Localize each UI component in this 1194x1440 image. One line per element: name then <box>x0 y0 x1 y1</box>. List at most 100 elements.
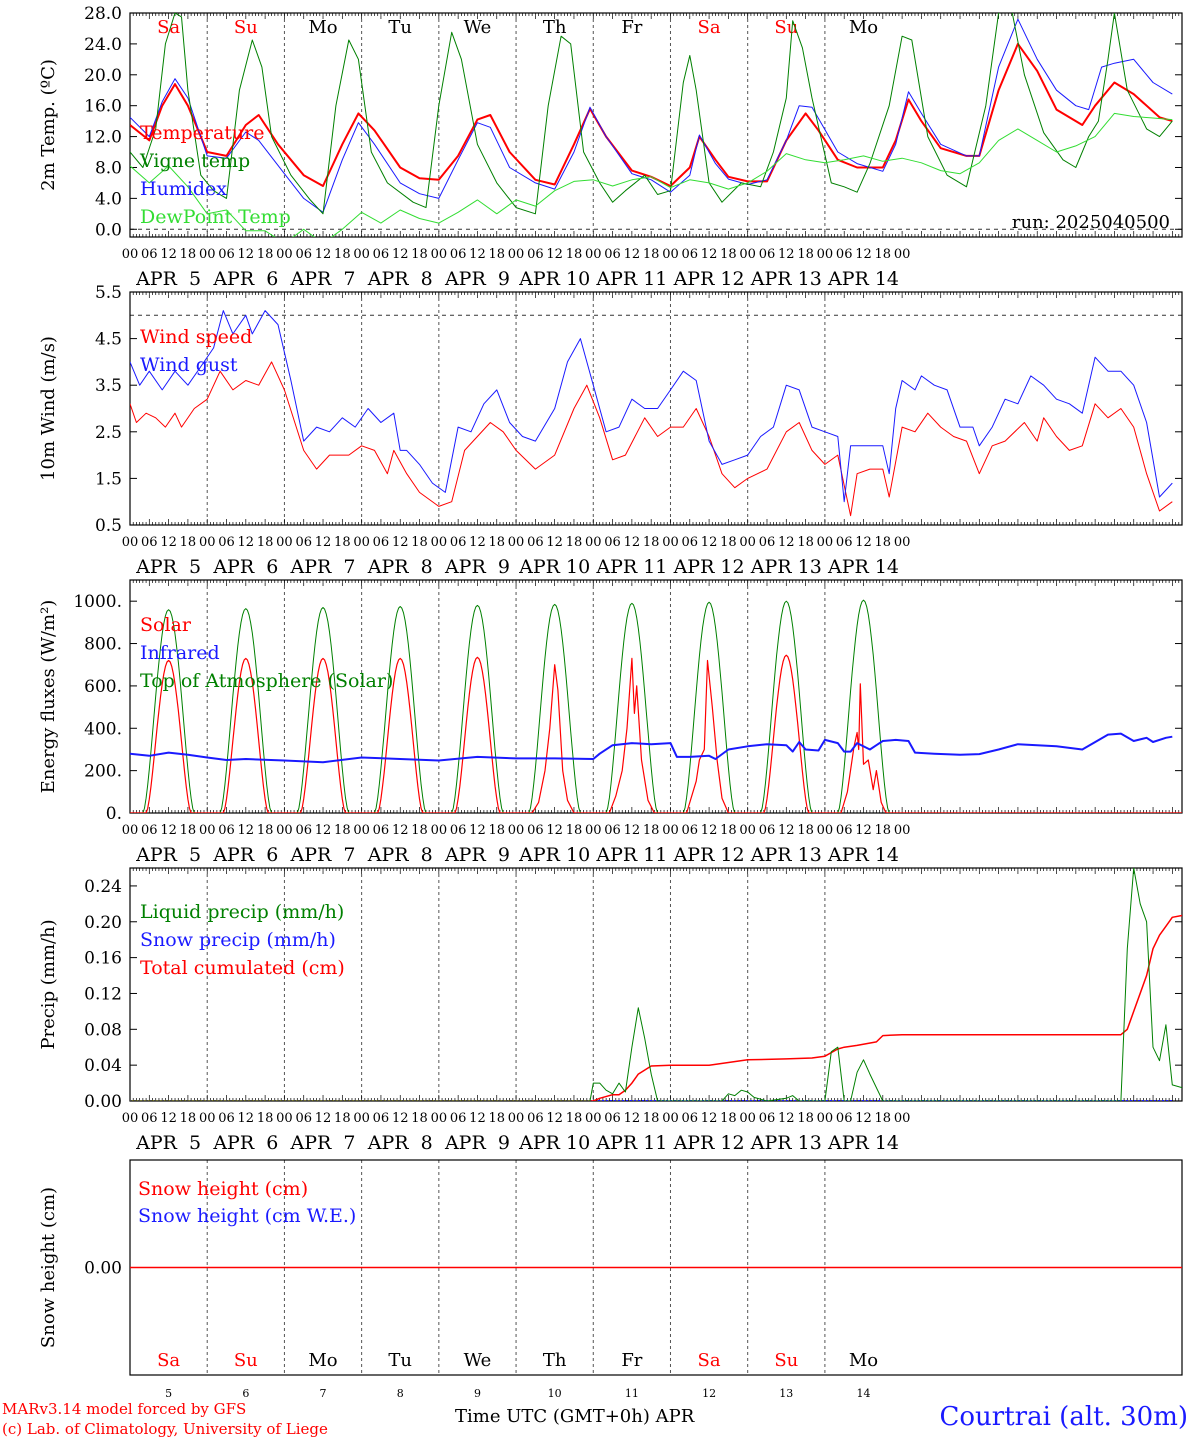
hour-label: 12 <box>624 247 641 262</box>
y-axis-title: 2m Temp. (ºC) <box>38 59 59 191</box>
y-axis-title: Precip (mm/h) <box>38 919 59 1049</box>
hour-label: 06 <box>295 823 312 838</box>
plot-frame <box>129 291 1183 526</box>
date-label: APR 9 <box>444 1132 510 1154</box>
hour-label: 12 <box>855 535 872 550</box>
y-tick-label: 4.5 <box>95 330 122 350</box>
hour-label: 12 <box>238 247 255 262</box>
y-tick-label: 0.00 <box>84 1092 122 1112</box>
hour-label: 00 <box>199 1111 216 1126</box>
hour-label: 18 <box>257 1111 274 1126</box>
y-tick-label: 0.5 <box>95 516 122 536</box>
day-number: 14 <box>857 1387 871 1400</box>
day-number: 9 <box>474 1387 481 1400</box>
hour-label: 06 <box>682 535 699 550</box>
hour-label: 00 <box>585 247 602 262</box>
hour-label: 06 <box>604 247 621 262</box>
hour-label: 00 <box>353 247 370 262</box>
y-tick-label: 3.5 <box>95 376 122 396</box>
legend-entry: Solar <box>140 614 192 636</box>
date-label: APR 14 <box>827 268 899 290</box>
hour-label: 18 <box>566 535 583 550</box>
date-label: APR 8 <box>367 268 433 290</box>
hour-label: 12 <box>624 823 641 838</box>
hour-label: 18 <box>488 247 505 262</box>
hour-label: 12 <box>160 1111 177 1126</box>
lab-credit: (c) Lab. of Climatology, University of L… <box>2 1420 328 1438</box>
station-name: Courtrai (alt. 30m) <box>939 1402 1189 1432</box>
panel-temp: 0.0 4.0 8.0 12.0 16.0 20.0 24.0 28.0 2m Temp. (º… <box>38 4 1183 290</box>
hour-label: 00 <box>817 1111 834 1126</box>
legend-entry: Wind speed <box>140 326 252 348</box>
hour-label: 06 <box>527 823 544 838</box>
hour-label: 00 <box>739 1111 756 1126</box>
hour-label: 12 <box>624 535 641 550</box>
hour-label: 12 <box>701 247 718 262</box>
hour-label: 06 <box>836 823 853 838</box>
legend-entry: Humidex <box>140 178 227 200</box>
hour-label: 18 <box>411 247 428 262</box>
hour-label: 18 <box>488 535 505 550</box>
hour-label: 18 <box>488 823 505 838</box>
hour-label: 18 <box>180 247 197 262</box>
hour-label: 06 <box>604 535 621 550</box>
y-tick-label: 12.0 <box>84 128 122 148</box>
y-axis-title: Energy fluxes (W/m²) <box>38 600 59 794</box>
hour-label: 00 <box>585 1111 602 1126</box>
hour-label: 12 <box>778 823 795 838</box>
panel-snow: 0.00 Snow height (cm) Sa 5 Su 6 Mo 7 Tu 8 We 9 Th 10 F… <box>38 1159 1183 1400</box>
hour-label: 06 <box>836 535 853 550</box>
hour-label: 00 <box>122 823 139 838</box>
hour-label: 18 <box>488 1111 505 1126</box>
hour-label: 18 <box>334 535 351 550</box>
date-label: APR 14 <box>827 556 899 578</box>
hour-label: 00 <box>276 535 293 550</box>
series-solar <box>130 654 1182 813</box>
weekday-label: Mo <box>308 17 337 38</box>
legend-entry: Snow height (cm W.E.) <box>138 1205 356 1227</box>
date-label: APR 14 <box>827 1132 899 1154</box>
hour-label: 06 <box>141 1111 158 1126</box>
hour-label: 06 <box>141 535 158 550</box>
hour-label: 18 <box>875 535 892 550</box>
plot-frame <box>129 579 1183 814</box>
hour-label: 06 <box>373 247 390 262</box>
x-axis-title: Time UTC (GMT+0h) APR <box>455 1406 695 1427</box>
hour-label: 00 <box>199 535 216 550</box>
hour-label: 12 <box>469 823 486 838</box>
date-label: APR 10 <box>518 556 590 578</box>
weekday-label: Sa <box>157 1350 180 1371</box>
day-number: 6 <box>242 1387 249 1400</box>
hour-label: 06 <box>836 247 853 262</box>
y-tick-label: 0.16 <box>84 949 122 969</box>
hour-label: 00 <box>122 535 139 550</box>
hour-label: 18 <box>180 535 197 550</box>
legend-entry: Total cumulated (cm) <box>140 957 345 979</box>
hour-label: 06 <box>682 1111 699 1126</box>
y-axis-title: 10m Wind (m/s) <box>38 336 59 481</box>
y-tick-label: 1.5 <box>95 469 122 489</box>
hour-label: 00 <box>739 247 756 262</box>
hour-label: 18 <box>643 823 660 838</box>
legend-entry: Infrared <box>140 642 220 664</box>
date-label: APR 13 <box>750 1132 822 1154</box>
hour-label: 18 <box>180 823 197 838</box>
weekday-label: Tu <box>388 1350 412 1371</box>
hour-label: 06 <box>450 247 467 262</box>
date-label: APR 6 <box>212 556 278 578</box>
hour-label: 00 <box>276 823 293 838</box>
date-label: APR 12 <box>673 556 745 578</box>
hour-label: 06 <box>836 1111 853 1126</box>
date-label: APR 10 <box>518 844 590 866</box>
hour-label: 06 <box>141 823 158 838</box>
weekday-label: Su <box>234 1350 258 1371</box>
weekday-label: We <box>464 1350 492 1371</box>
hour-label: 06 <box>682 823 699 838</box>
hour-label: 18 <box>411 535 428 550</box>
hour-label: 00 <box>508 823 525 838</box>
date-label: APR 11 <box>595 1132 667 1154</box>
hour-label: 00 <box>199 823 216 838</box>
hour-label: 18 <box>797 535 814 550</box>
